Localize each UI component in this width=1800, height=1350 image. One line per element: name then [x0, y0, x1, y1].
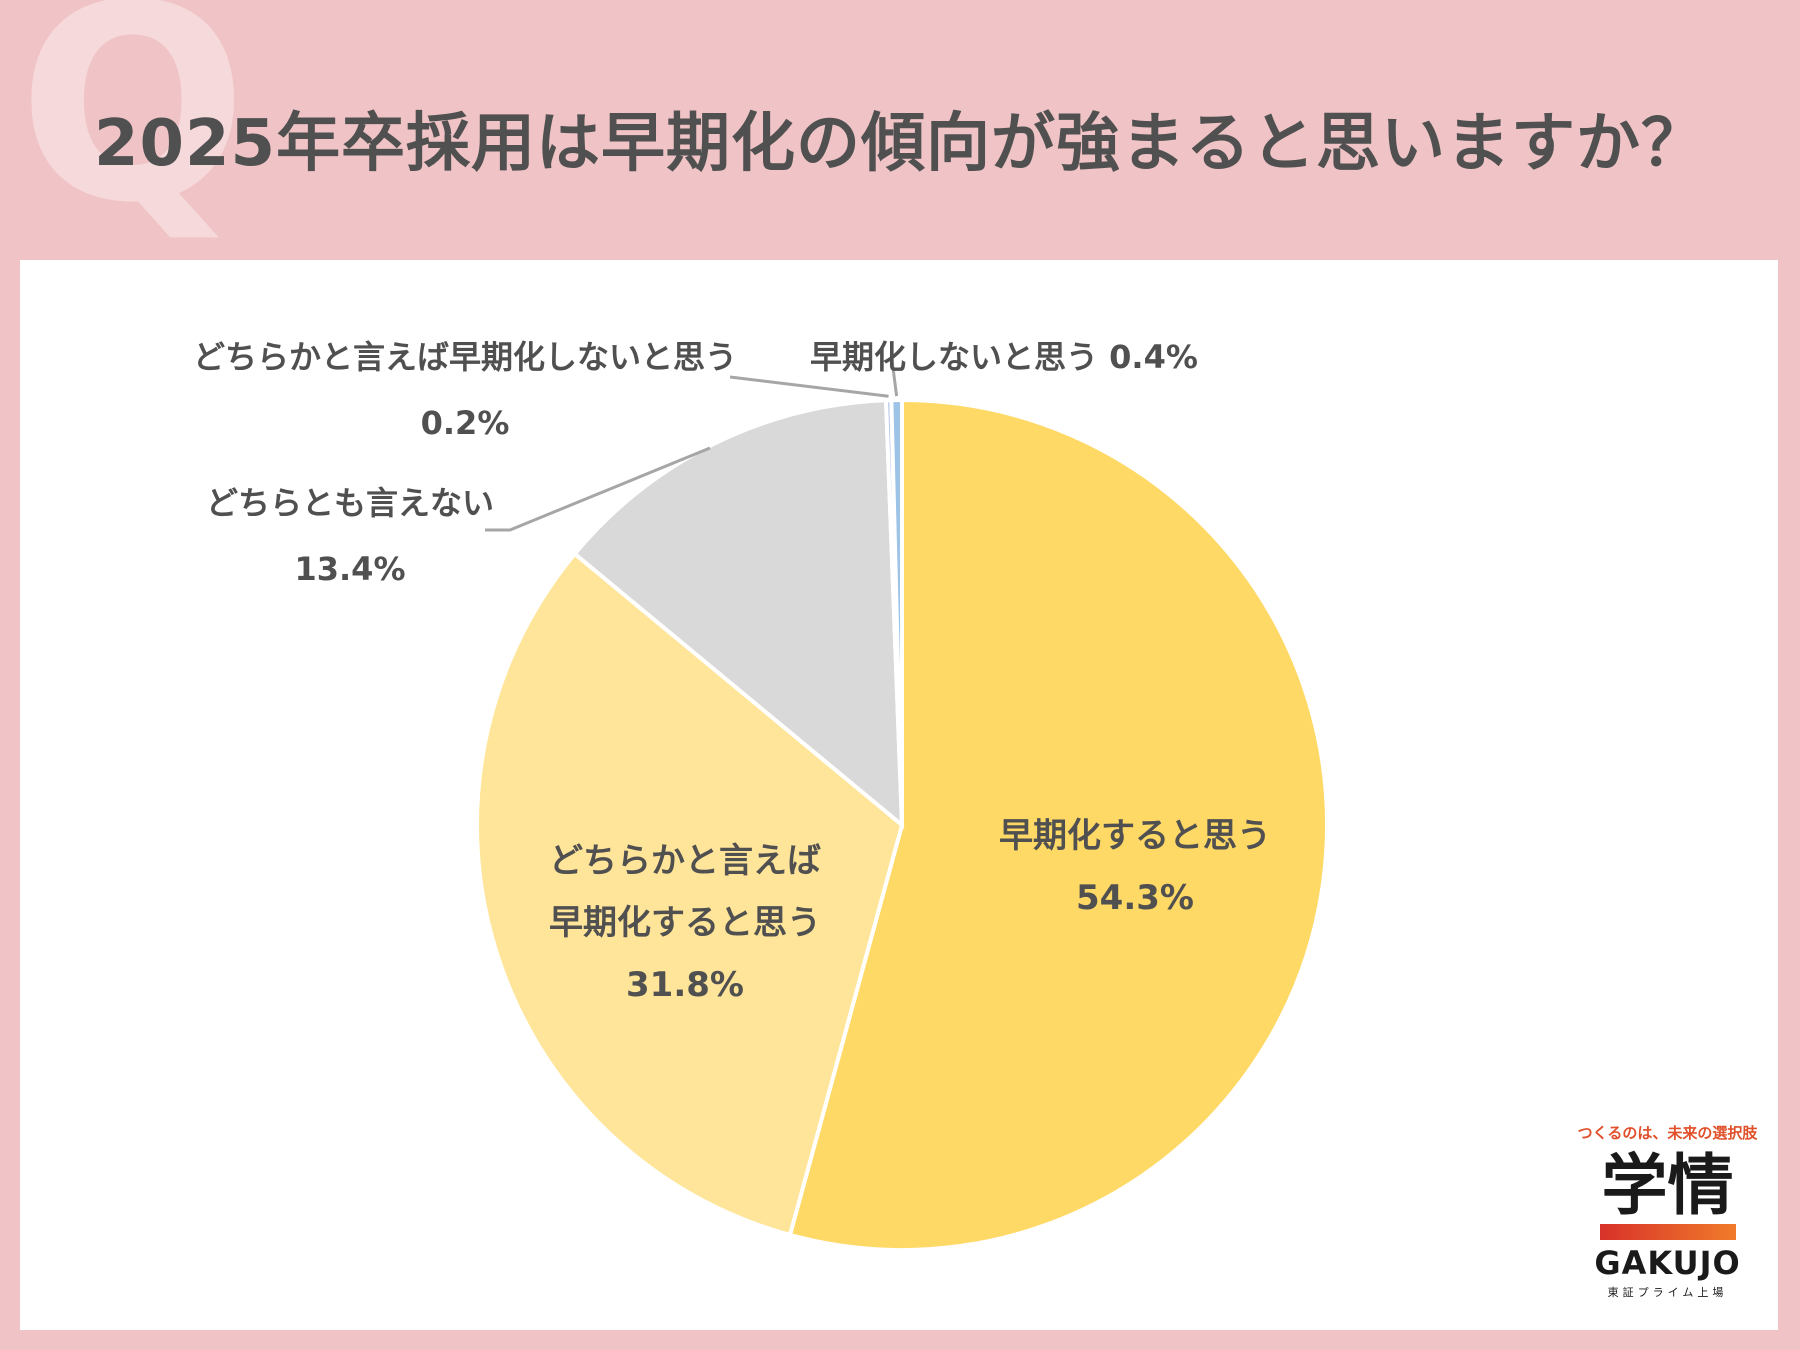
label-early: 早期化すると思う 54.3% [900, 805, 1370, 929]
logo-tagline: つくるのは、未来の選択肢 [1577, 1124, 1758, 1142]
slice-not-early [889, 397, 904, 826]
label-neutral-name: どちらとも言えない [205, 484, 494, 522]
gakujo-logo: つくるのは、未来の選択肢 学情 GAKUJO 東証プライム上場 [1560, 1122, 1775, 1300]
label-somewhat-early-name2: 早期化すると思う [549, 903, 821, 943]
q-watermark: Q [18, 0, 248, 262]
slice-early [787, 397, 1329, 1252]
pie-chart [475, 359, 1329, 1252]
logo-mark: 学情 [1601, 1147, 1734, 1224]
label-somewhat-early-name1: どちらかと言えば [549, 841, 821, 881]
label-somewhat-early: どちらかと言えば 早期化すると思う 31.8% [485, 830, 885, 1016]
label-neutral: どちらとも言えない 13.4% [185, 470, 515, 602]
slice-neutral [571, 398, 905, 830]
leader-not-early [890, 359, 899, 397]
label-somewhat-not-early-name: どちらかと言えば早期化しないと思う [192, 338, 737, 376]
chart-panel: 早期化すると思う 54.3% どちらかと言えば 早期化すると思う 31.8% ど… [20, 260, 1778, 1330]
page-title: 2025年卒採用は早期化の傾向が強まると思いますか？ [93, 107, 1707, 181]
label-somewhat-not-early: どちらかと言えば早期化しないと思う 0.2% [165, 324, 765, 456]
label-early-name: 早期化すると思う [999, 816, 1271, 856]
leader-somewhat-not-early [729, 375, 889, 398]
logo-subtitle: 東証プライム上場 [1607, 1286, 1728, 1300]
logo-name: GAKUJO [1594, 1244, 1741, 1283]
label-somewhat-not-early-value: 0.2% [420, 404, 510, 442]
slice-somewhat-early [475, 550, 905, 1238]
logo-bar [1599, 1224, 1736, 1241]
label-somewhat-early-value: 31.8% [626, 965, 744, 1005]
label-not-early: 早期化しないと思う 0.4% [810, 324, 1270, 390]
label-not-early-text: 早期化しないと思う 0.4% [810, 338, 1198, 376]
leader-neutral [485, 446, 711, 532]
label-neutral-value: 13.4% [294, 550, 406, 588]
label-early-value: 54.3% [1076, 878, 1194, 918]
